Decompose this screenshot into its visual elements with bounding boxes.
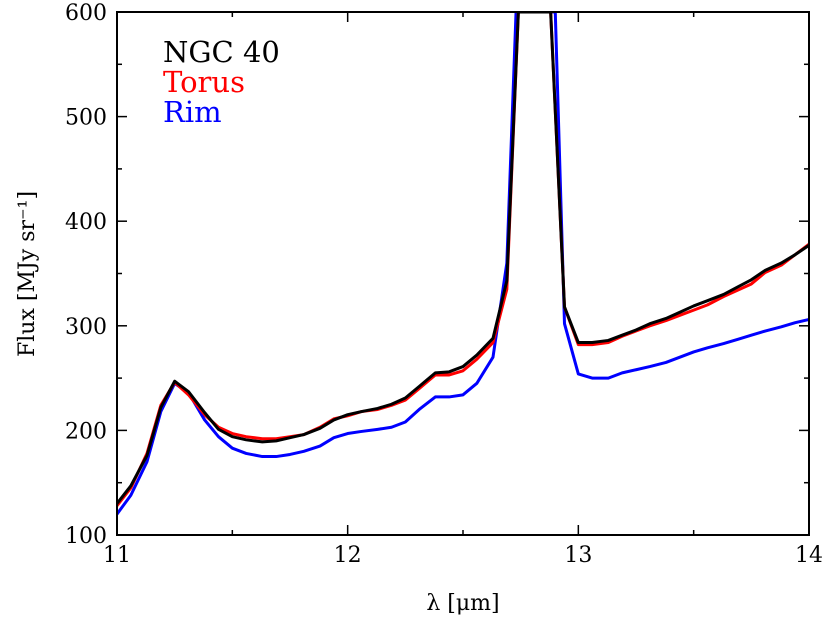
- series-line-rim: [117, 12, 809, 516]
- y-tick-label: 200: [65, 419, 107, 444]
- y-tick-label: 600: [65, 1, 107, 26]
- x-tick-label: 11: [103, 543, 131, 568]
- series-line-torus: [117, 12, 809, 508]
- series-layer: [117, 12, 809, 516]
- y-tick-label: 400: [65, 210, 107, 235]
- legend-entry-ngc-40: NGC 40: [163, 35, 280, 69]
- y-tick-label: 300: [65, 315, 107, 340]
- x-tick-label: 12: [334, 543, 362, 568]
- x-axis-label: λ [μm]: [426, 591, 499, 616]
- x-tick-label: 13: [564, 543, 592, 568]
- ticks-layer: 11 12 13 14 100 200 300 400 500 600: [65, 1, 823, 568]
- y-tick-label: 500: [65, 106, 107, 131]
- x-tick-label: 14: [795, 543, 823, 568]
- series-line-ngc-40: [117, 12, 809, 506]
- legend-entry-rim: Rim: [163, 95, 222, 129]
- legend-entry-torus: Torus: [163, 65, 245, 99]
- y-tick-label: 100: [65, 524, 107, 549]
- y-axis-label: Flux [MJy sr⁻¹]: [15, 191, 40, 357]
- plot-frame: [116, 11, 810, 536]
